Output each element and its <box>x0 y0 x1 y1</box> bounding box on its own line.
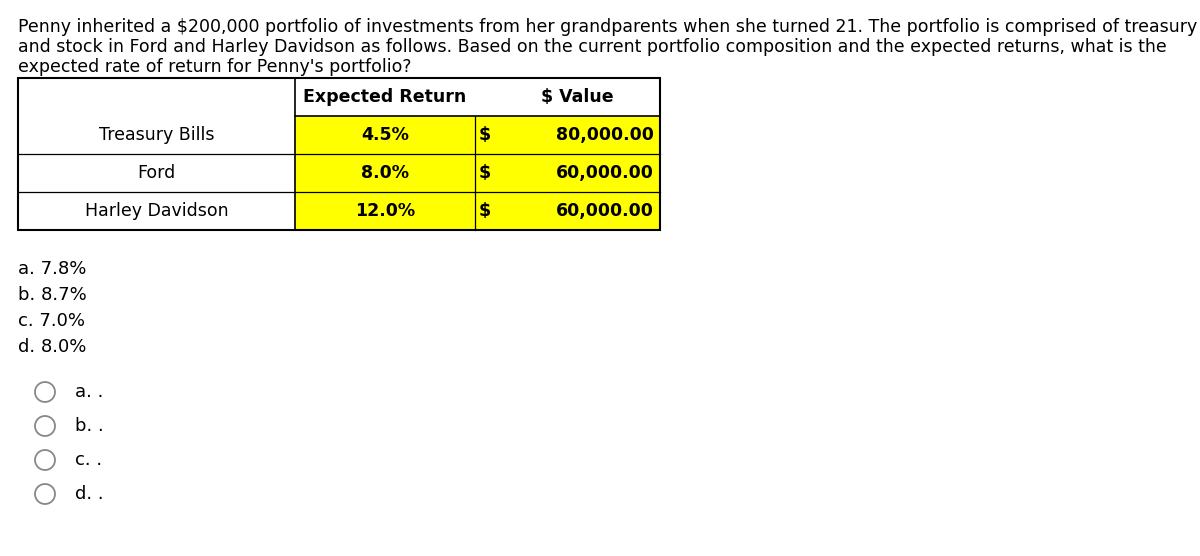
Text: 8.0%: 8.0% <box>361 164 409 182</box>
Text: $: $ <box>479 164 491 182</box>
Text: and stock in Ford and Harley Davidson as follows. Based on the current portfolio: and stock in Ford and Harley Davidson as… <box>18 38 1166 56</box>
Text: $: $ <box>479 202 491 220</box>
Text: a. .: a. . <box>74 383 103 401</box>
Text: 60,000.00: 60,000.00 <box>556 164 654 182</box>
Text: Treasury Bills: Treasury Bills <box>98 126 215 144</box>
Text: b. .: b. . <box>74 417 103 435</box>
Text: Expected Return: Expected Return <box>304 88 467 106</box>
Circle shape <box>35 382 55 402</box>
Text: b. 8.7%: b. 8.7% <box>18 286 86 304</box>
Bar <box>295 154 660 192</box>
Circle shape <box>35 450 55 470</box>
Bar <box>295 116 660 154</box>
Text: c. 7.0%: c. 7.0% <box>18 312 85 330</box>
Text: Penny inherited a $200,000 portfolio of investments from her grandparents when s: Penny inherited a $200,000 portfolio of … <box>18 18 1200 36</box>
Bar <box>295 192 660 230</box>
Circle shape <box>35 484 55 504</box>
Text: expected rate of return for Penny's portfolio?: expected rate of return for Penny's port… <box>18 58 412 76</box>
Text: $ Value: $ Value <box>541 88 614 106</box>
Bar <box>18 78 660 230</box>
Text: 12.0%: 12.0% <box>355 202 415 220</box>
Text: c. .: c. . <box>74 451 102 469</box>
Text: d. 8.0%: d. 8.0% <box>18 338 86 356</box>
Text: Harley Davidson: Harley Davidson <box>85 202 228 220</box>
Text: 4.5%: 4.5% <box>361 126 409 144</box>
Text: d. .: d. . <box>74 485 103 503</box>
Text: 60,000.00: 60,000.00 <box>556 202 654 220</box>
Text: $: $ <box>479 126 491 144</box>
Text: 80,000.00: 80,000.00 <box>556 126 654 144</box>
Text: a. 7.8%: a. 7.8% <box>18 260 86 278</box>
Text: Ford: Ford <box>137 164 175 182</box>
Circle shape <box>35 416 55 436</box>
